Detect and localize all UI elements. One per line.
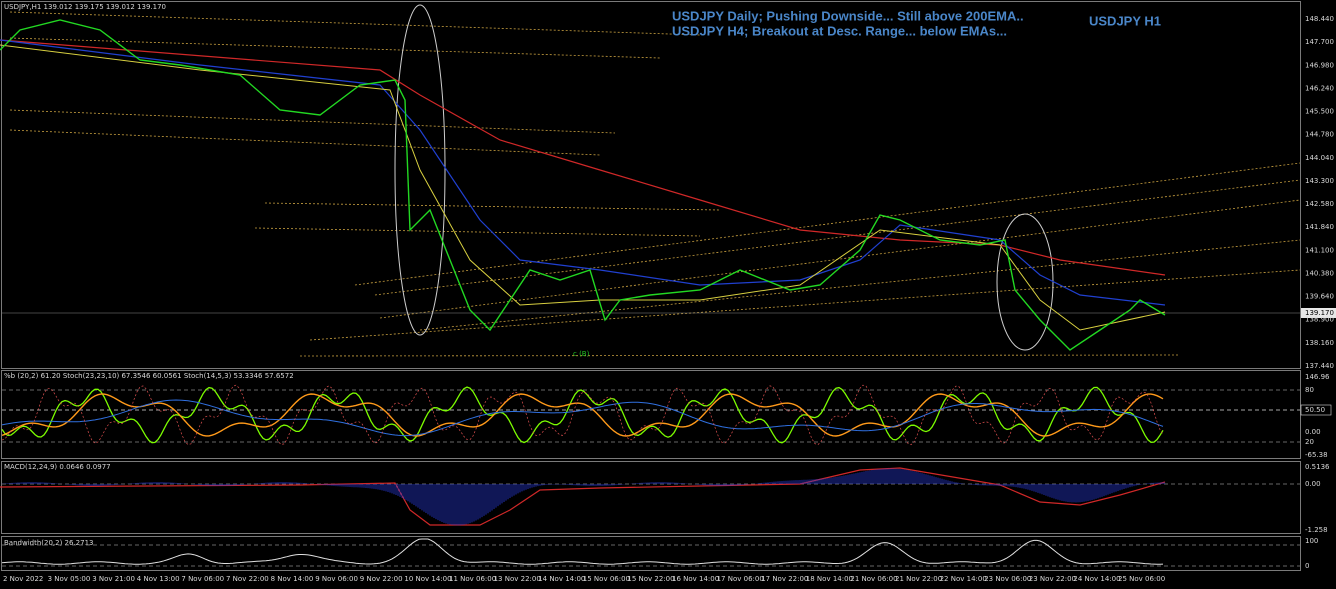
annotation: USDJPY H4; Breakout at Desc. Range... be… xyxy=(672,23,1007,38)
channel-lines xyxy=(9,11,1301,357)
price-label: 139.640 xyxy=(1305,293,1334,301)
time-label: 2 Nov 2022 xyxy=(3,575,43,583)
indicator-axis-label: -1.258 xyxy=(1305,526,1328,534)
drawn-ellipse xyxy=(394,4,446,336)
time-label: 13 Nov 22:00 xyxy=(494,575,541,583)
price-label: 138.900 xyxy=(1305,316,1334,324)
ind1-frame xyxy=(1,370,1301,459)
price-label: 141.100 xyxy=(1305,246,1334,254)
symbol-info: USDJPY,H1 139.012 139.175 139.012 139.17… xyxy=(4,3,166,11)
price-label: 141.840 xyxy=(1305,223,1334,231)
indicator-axis-label: 0.5136 xyxy=(1305,463,1330,471)
time-label: 14 Nov 14:00 xyxy=(538,575,585,583)
time-label: 16 Nov 14:00 xyxy=(672,575,719,583)
annotation: USDJPY H1 xyxy=(1089,13,1161,28)
time-label: 17 Nov 06:00 xyxy=(717,575,764,583)
price-label: 142.580 xyxy=(1305,200,1334,208)
indicator-label: MACD(12,24,9) 0.0646 0.0977 xyxy=(4,463,111,471)
price-label: 146.240 xyxy=(1305,84,1334,92)
oscillator-line xyxy=(1,384,1164,446)
annotation: USDJPY Daily; Pushing Downside... Still … xyxy=(672,8,1024,23)
ema-yellow xyxy=(0,44,1166,331)
time-label: 18 Nov 14:00 xyxy=(806,575,853,583)
main-frame xyxy=(1,1,1301,369)
wave-label: c (B) xyxy=(573,350,590,358)
indicator-axis-label: 20 xyxy=(1305,438,1314,446)
time-label: 8 Nov 14:00 xyxy=(271,575,314,583)
time-label: 9 Nov 22:00 xyxy=(360,575,403,583)
indicator-label: %b (20,2) 61.20 Stoch(23,23,10) 67.3546 … xyxy=(4,372,294,380)
indicator-axis-label: 0.00 xyxy=(1305,480,1321,488)
time-label: 4 Nov 13:00 xyxy=(137,575,180,583)
indicator-label: Bandwidth(20,2) 26.2713 xyxy=(4,539,94,547)
time-label: 21 Nov 22:00 xyxy=(895,575,942,583)
price-label: 143.300 xyxy=(1305,177,1334,185)
price-label: 145.500 xyxy=(1305,108,1334,116)
current-price-box xyxy=(1301,308,1336,318)
price-label: 148.440 xyxy=(1305,15,1334,23)
time-label: 10 Nov 14:00 xyxy=(404,575,451,583)
price-label: 137.440 xyxy=(1305,362,1334,370)
indicator-axis-label: 80 xyxy=(1305,386,1314,394)
indicator-axis-label: 0 xyxy=(1305,562,1309,570)
price-line xyxy=(0,19,1166,351)
bw-frame xyxy=(1,536,1301,571)
oscillator-line xyxy=(1,393,1164,437)
time-label: 23 Nov 06:00 xyxy=(984,575,1031,583)
time-label: 22 Nov 14:00 xyxy=(940,575,987,583)
macd-frame xyxy=(1,461,1301,534)
price-label: 144.040 xyxy=(1305,154,1334,162)
current-price: 139.170 xyxy=(1305,309,1334,317)
price-label: 146.980 xyxy=(1305,61,1334,69)
ema-200 xyxy=(0,39,1166,276)
time-label: 15 Nov 22:00 xyxy=(627,575,674,583)
price-label: 144.780 xyxy=(1305,131,1334,139)
oscillator-line xyxy=(1,399,1164,437)
price-label: 140.380 xyxy=(1305,269,1334,277)
macd-signal xyxy=(0,467,1166,526)
indicator-axis-label: -65.38 xyxy=(1305,451,1328,459)
time-label: 21 Nov 06:00 xyxy=(850,575,897,583)
indicator-axis-label: 100 xyxy=(1305,537,1318,545)
indicator-lines xyxy=(1,384,1165,565)
price-label: 138.160 xyxy=(1305,339,1334,347)
time-label: 17 Nov 22:00 xyxy=(761,575,808,583)
time-label: 23 Nov 22:00 xyxy=(1029,575,1076,583)
time-label: 3 Nov 21:00 xyxy=(92,575,135,583)
time-label: 11 Nov 06:00 xyxy=(449,575,496,583)
time-label: 7 Nov 06:00 xyxy=(181,575,224,583)
time-label: 3 Nov 05:00 xyxy=(48,575,91,583)
panel-frames xyxy=(1,1,1301,571)
price-label: 147.700 xyxy=(1305,38,1334,46)
time-label: 15 Nov 06:00 xyxy=(583,575,630,583)
indicator-axis-label: 146.96 xyxy=(1305,373,1330,381)
indicator-axis-label: 50.50 xyxy=(1305,406,1325,414)
oscillator-line xyxy=(1,386,1164,444)
indicator-axis-label: 0.00 xyxy=(1305,428,1321,436)
time-label: 24 Nov 14:00 xyxy=(1073,575,1120,583)
level-box xyxy=(1300,404,1332,416)
bandwidth-line xyxy=(1,538,1164,565)
time-label: 25 Nov 06:00 xyxy=(1118,575,1165,583)
time-label: 9 Nov 06:00 xyxy=(315,575,358,583)
time-label: 7 Nov 22:00 xyxy=(226,575,269,583)
